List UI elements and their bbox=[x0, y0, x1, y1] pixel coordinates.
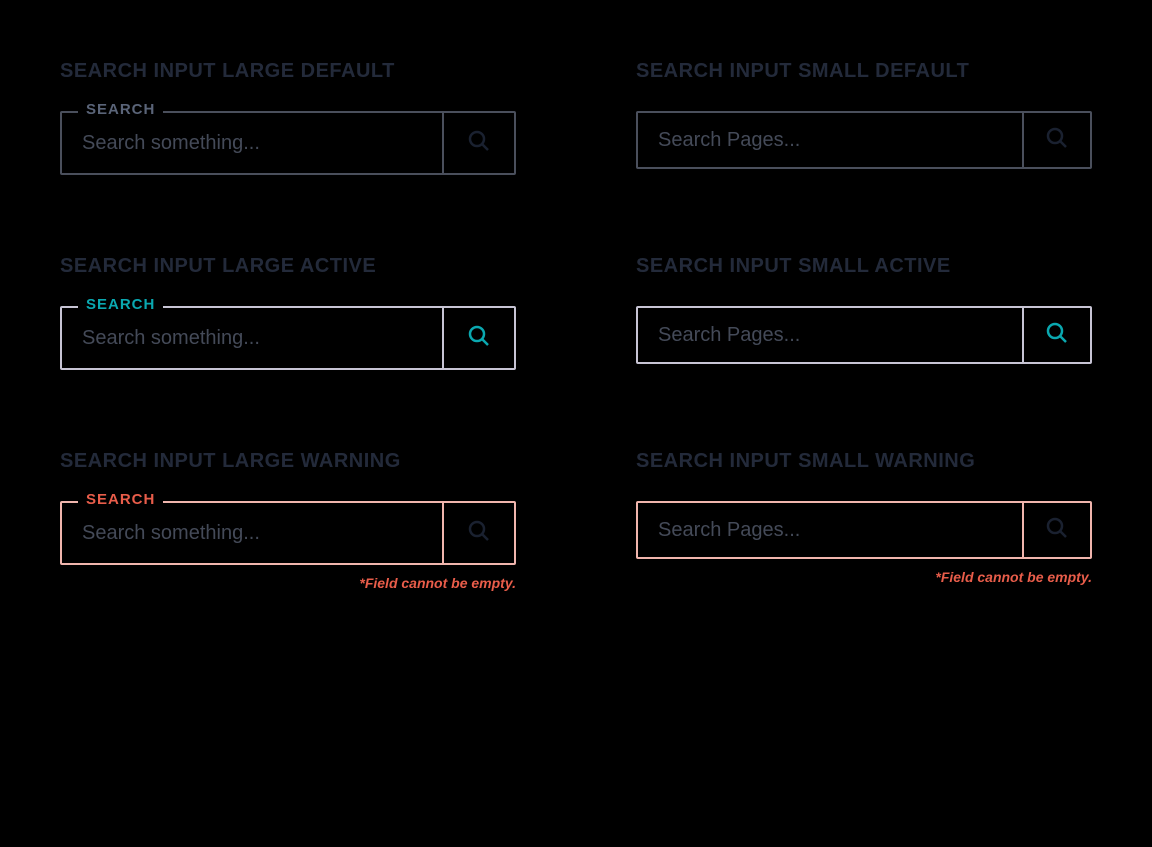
variant-title: SEARCH INPUT SMALL ACTIVE bbox=[636, 255, 1092, 278]
search-button[interactable] bbox=[442, 308, 514, 368]
search-icon bbox=[1045, 321, 1069, 350]
warning-message: *Field cannot be empty. bbox=[60, 575, 516, 591]
variant-small-default: SEARCH INPUT SMALL DEFAULT Search Pages.… bbox=[636, 60, 1092, 175]
search-button[interactable] bbox=[442, 503, 514, 563]
search-button[interactable] bbox=[1022, 308, 1090, 362]
search-field-large: SEARCH Search something... bbox=[60, 501, 516, 565]
field-legend: SEARCH bbox=[78, 296, 163, 313]
variant-title: SEARCH INPUT SMALL DEFAULT bbox=[636, 60, 1092, 83]
variant-large-warning: SEARCH INPUT LARGE WARNING SEARCH Search… bbox=[60, 450, 516, 591]
search-field-small: Search Pages... bbox=[636, 306, 1092, 364]
search-icon bbox=[467, 129, 491, 158]
search-icon bbox=[467, 519, 491, 548]
search-button[interactable] bbox=[1022, 113, 1090, 167]
search-input[interactable]: Search something... bbox=[62, 308, 442, 368]
search-input[interactable]: Search Pages... bbox=[638, 308, 1022, 362]
search-field-large: SEARCH Search something... bbox=[60, 111, 516, 175]
field-legend: SEARCH bbox=[78, 491, 163, 508]
warning-message: *Field cannot be empty. bbox=[636, 569, 1092, 585]
variant-large-default: SEARCH INPUT LARGE DEFAULT SEARCH Search… bbox=[60, 60, 516, 175]
search-field-large: SEARCH Search something... bbox=[60, 306, 516, 370]
search-button[interactable] bbox=[1022, 503, 1090, 557]
variant-large-active: SEARCH INPUT LARGE ACTIVE SEARCH Search … bbox=[60, 255, 516, 370]
variant-title: SEARCH INPUT LARGE ACTIVE bbox=[60, 255, 516, 278]
search-field-small: Search Pages... bbox=[636, 501, 1092, 559]
search-button[interactable] bbox=[442, 113, 514, 173]
variant-title: SEARCH INPUT LARGE DEFAULT bbox=[60, 60, 516, 83]
search-icon bbox=[1045, 516, 1069, 545]
search-icon bbox=[467, 324, 491, 353]
search-icon bbox=[1045, 126, 1069, 155]
variant-title: SEARCH INPUT LARGE WARNING bbox=[60, 450, 516, 473]
variant-small-warning: SEARCH INPUT SMALL WARNING Search Pages.… bbox=[636, 450, 1092, 591]
search-input[interactable]: Search something... bbox=[62, 503, 442, 563]
search-input[interactable]: Search Pages... bbox=[638, 503, 1022, 557]
search-field-small: Search Pages... bbox=[636, 111, 1092, 169]
field-legend: SEARCH bbox=[78, 101, 163, 118]
variant-small-active: SEARCH INPUT SMALL ACTIVE Search Pages..… bbox=[636, 255, 1092, 370]
search-input-showcase: SEARCH INPUT LARGE DEFAULT SEARCH Search… bbox=[60, 60, 1092, 591]
variant-title: SEARCH INPUT SMALL WARNING bbox=[636, 450, 1092, 473]
search-input[interactable]: Search something... bbox=[62, 113, 442, 173]
search-input[interactable]: Search Pages... bbox=[638, 113, 1022, 167]
